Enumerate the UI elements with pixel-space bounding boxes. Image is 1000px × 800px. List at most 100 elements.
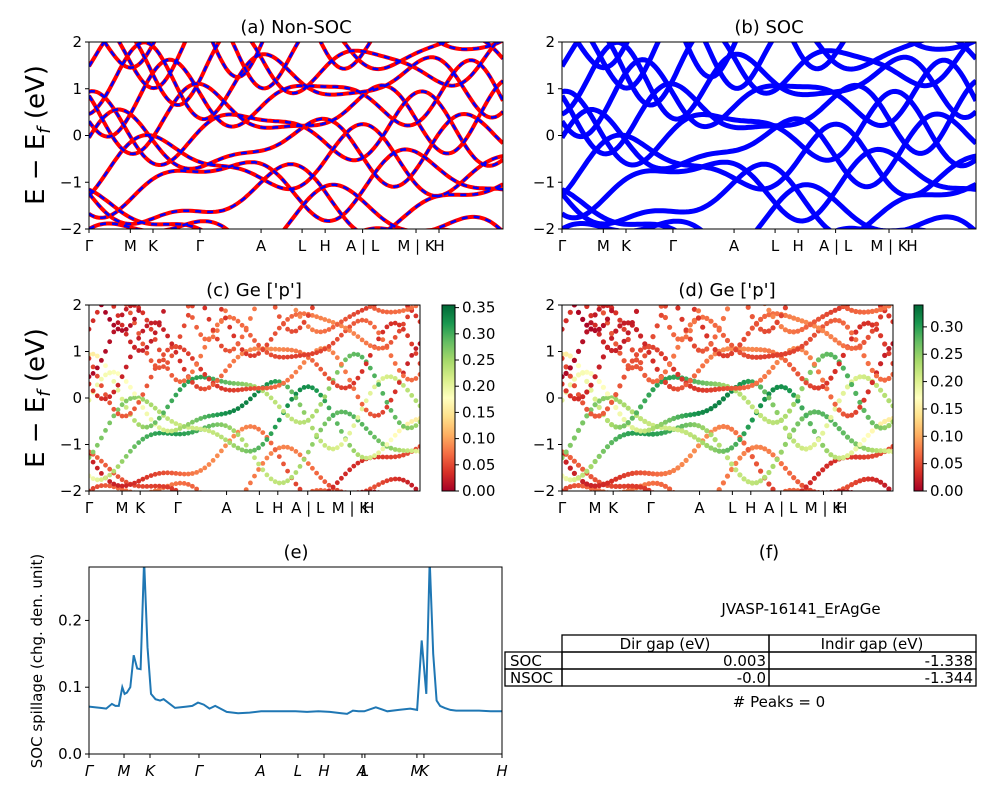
y-tick-label: 2	[545, 33, 555, 51]
projection-point	[687, 336, 693, 342]
projection-point	[658, 421, 664, 427]
projection-point	[567, 353, 573, 359]
projection-point	[142, 490, 144, 491]
projection-point	[285, 478, 290, 484]
projection-point	[198, 468, 204, 473]
projection-point	[749, 382, 755, 388]
projection-point	[679, 413, 685, 419]
projection-point	[140, 348, 146, 353]
projection-point	[384, 324, 390, 330]
projection-point	[853, 446, 859, 452]
projection-point	[782, 488, 788, 491]
projection-point	[650, 281, 655, 286]
projection-point	[90, 388, 96, 394]
projection-point	[749, 445, 755, 451]
projection-point	[588, 320, 594, 326]
projection-point	[658, 351, 664, 357]
projection-point	[716, 386, 722, 392]
projection-point	[343, 385, 348, 391]
projection-point	[853, 345, 859, 351]
projection-point	[132, 480, 137, 486]
projection-point	[720, 423, 727, 430]
projection-point	[318, 475, 324, 480]
x-tick-label: Γ	[85, 237, 94, 255]
projection-point	[396, 380, 402, 385]
projection-point	[766, 469, 772, 476]
band-line-soc-dashed	[103, 42, 503, 79]
projection-point	[136, 335, 142, 341]
y-tick-label: 1	[545, 80, 555, 98]
colorbar-tick-label: 0.05	[930, 455, 963, 473]
projection-point	[691, 343, 698, 349]
colorbar-ticks-c: 0.350.300.250.200.150.100.050.00	[455, 299, 495, 500]
projection-point	[301, 320, 307, 325]
projection-point	[248, 386, 253, 392]
projection-point	[720, 332, 727, 338]
projection-point	[675, 465, 681, 471]
projection-point	[580, 370, 586, 376]
x-tick-label: L	[298, 237, 307, 255]
projection-point	[144, 424, 150, 430]
projection-point	[696, 522, 701, 527]
projection-point	[584, 290, 589, 295]
projection-point	[293, 307, 299, 313]
projection-point	[115, 483, 121, 488]
projection-point	[343, 471, 348, 477]
projection-point	[642, 398, 648, 404]
y-tick-label: 0	[72, 389, 82, 407]
projection-point	[310, 305, 315, 311]
projection-point	[231, 504, 236, 509]
projection-point	[571, 305, 577, 308]
y-tick-label: 0	[72, 127, 82, 145]
projection-point	[401, 326, 406, 332]
projection-point	[878, 421, 884, 427]
projection-point	[219, 385, 224, 391]
projection-point	[169, 486, 175, 491]
projection-point	[662, 314, 669, 321]
projection-point	[223, 387, 228, 392]
projection-point	[695, 443, 702, 449]
x-tick-label: H	[793, 237, 804, 255]
projection-point	[186, 496, 191, 501]
projection-point	[165, 484, 171, 490]
x-tick-label: M	[597, 237, 610, 255]
projection-point	[330, 324, 336, 330]
x-tick-label: A | L	[291, 499, 325, 517]
projection-point	[372, 324, 377, 330]
colorbar-ticks-d: 0.300.250.200.150.100.050.00	[923, 318, 963, 500]
projection-point	[567, 477, 573, 483]
projection-point	[144, 383, 150, 389]
projection-point	[613, 476, 619, 482]
projection-point	[621, 416, 627, 423]
projection-point	[683, 334, 689, 340]
projection-point	[596, 453, 602, 459]
projection-point	[128, 305, 133, 309]
projection-point	[567, 309, 573, 315]
projection-point	[99, 435, 104, 441]
projection-point	[592, 477, 598, 483]
projection-point	[882, 377, 888, 383]
projection-point	[231, 443, 237, 448]
projection-point	[662, 355, 669, 362]
projection-point	[396, 476, 402, 482]
projection-point	[576, 289, 581, 294]
projection-point	[359, 317, 365, 323]
projection-point	[380, 441, 386, 447]
projection-point	[276, 325, 282, 331]
projection-point	[592, 322, 598, 328]
projection-point	[638, 360, 644, 366]
projection-point	[322, 492, 327, 497]
projection-point	[401, 423, 406, 429]
x-tick-label: M | K	[397, 237, 436, 255]
projection-point	[273, 524, 278, 529]
projection-point	[388, 454, 394, 460]
projection-point	[746, 524, 751, 529]
projection-point	[662, 419, 669, 425]
projection-point	[849, 336, 855, 342]
projection-point	[107, 339, 113, 345]
projection-point	[654, 366, 660, 372]
projection-point	[762, 347, 768, 353]
projection-point	[223, 443, 228, 449]
